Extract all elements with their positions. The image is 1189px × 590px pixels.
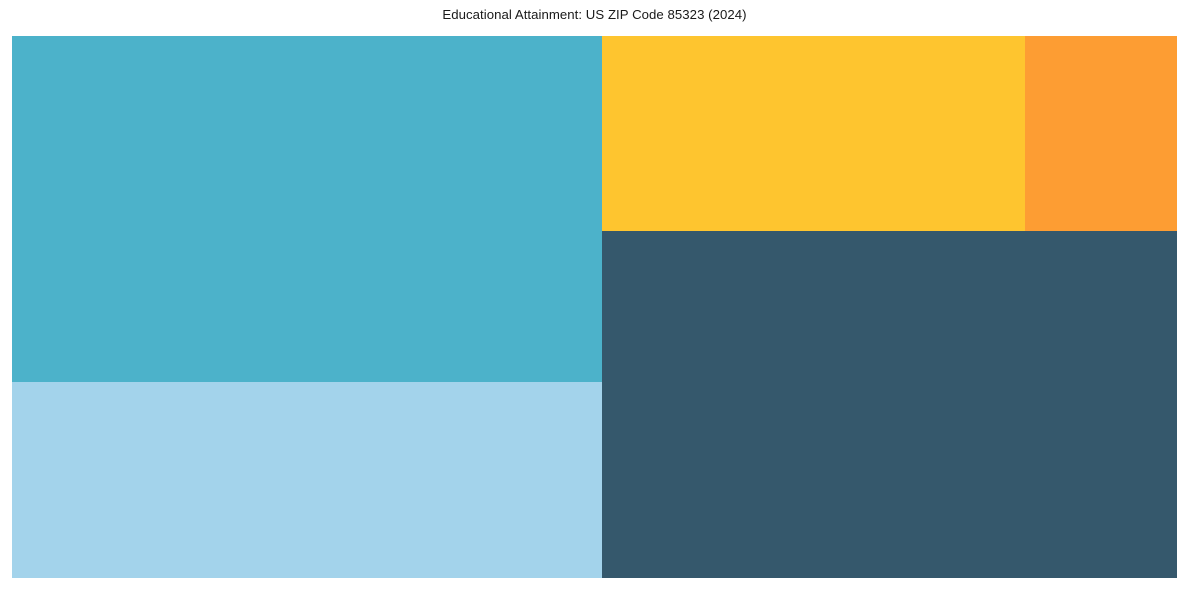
treemap-tile[interactable]: Associate's degree (602, 36, 1025, 231)
treemap-tile[interactable]: Some college, no degree (12, 382, 602, 578)
treemap-tile[interactable]: Bachelor's degree or higher (1025, 36, 1177, 231)
chart-title: Educational Attainment: US ZIP Code 8532… (442, 7, 747, 22)
treemap-plot-area: Less than high schoolSome college, no de… (12, 36, 1177, 578)
treemap-tile[interactable]: High school graduate (602, 231, 1177, 578)
treemap-tile[interactable]: Less than high school (12, 36, 602, 382)
